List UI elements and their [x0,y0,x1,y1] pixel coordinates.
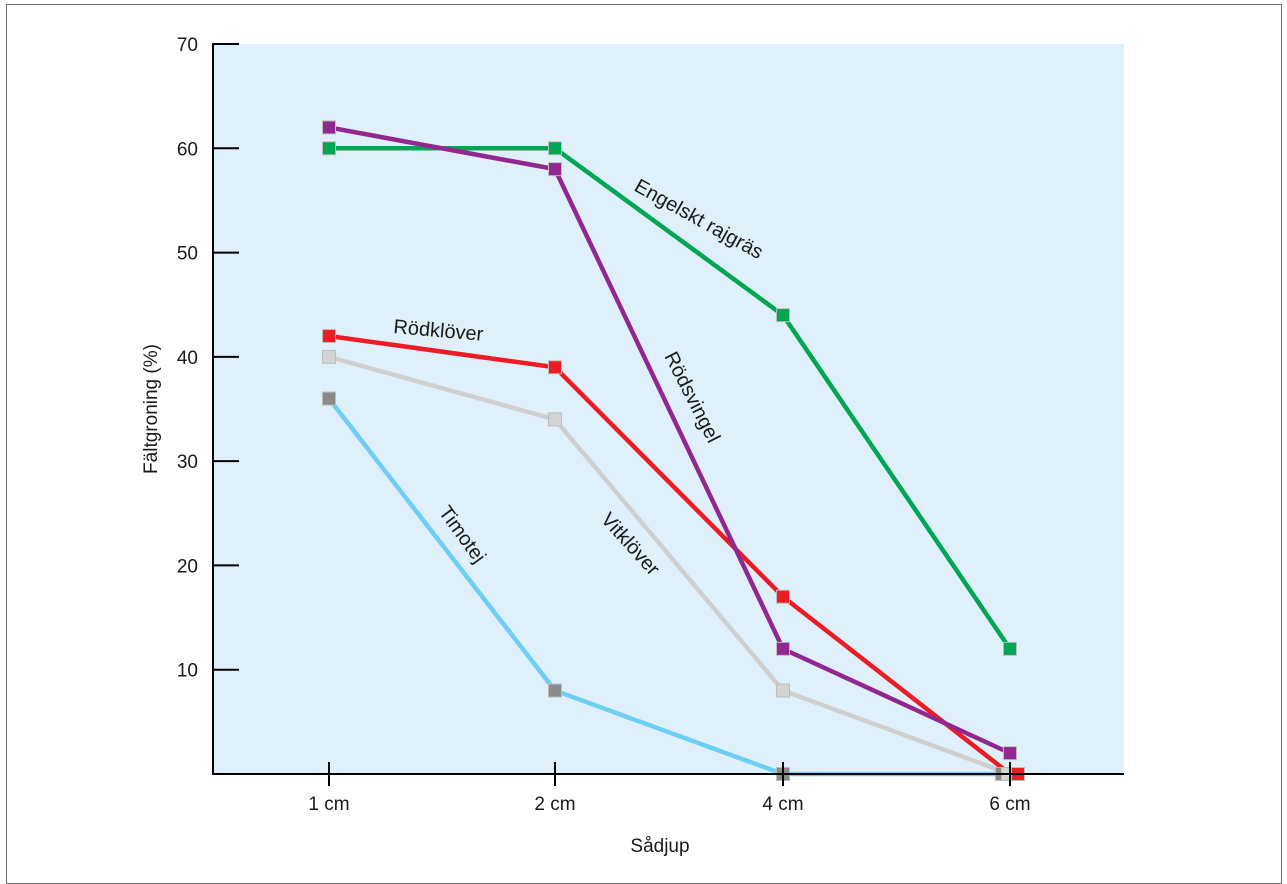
y-tick-label: 60 [177,139,198,160]
x-tick-label: 2 cm [534,794,575,815]
x-tick-label: 4 cm [762,794,803,815]
data-point-engelskt-rajgras [1003,641,1017,656]
series-line-rodsvingel [328,125,1011,756]
series-markers [322,120,1025,781]
y-tick-label: 40 [177,348,198,369]
data-point-rodsvingel [322,120,336,135]
y-tick-label: 70 [177,35,198,56]
data-point-rodklover [776,589,790,604]
data-point-vitklover [548,412,562,427]
data-point-vitklover [322,349,336,364]
y-tick-label: 10 [177,661,198,682]
y-tick-label: 50 [177,244,198,265]
x-tick-label: 6 cm [989,794,1030,815]
data-point-rodklover [548,360,562,375]
data-point-timotej [548,683,562,698]
data-point-rodsvingel [1003,746,1017,761]
series-line-rodklover [328,333,1012,776]
axes [212,44,1124,775]
y-tick-label: 20 [177,556,198,577]
data-point-rodklover [322,329,336,343]
data-point-vitklover [776,683,790,698]
data-point-rodsvingel [548,162,562,177]
x-tick-label: 1 cm [308,794,349,815]
data-point-engelskt-rajgras [548,141,562,156]
x-axis-title: Sådjup [630,836,689,857]
series-line-vitklover [328,354,1011,777]
data-point-rodsvingel [776,641,790,656]
y-tick-label: 30 [177,452,198,473]
data-point-engelskt-rajgras [776,308,790,323]
y-axis-title: Fältgroning (%) [141,344,162,474]
data-point-timotej [322,391,336,406]
data-point-engelskt-rajgras [322,141,336,156]
ticks: 10 20 30 40 50 60 70 1 cm 2 cm 4 cm 6 cm [177,35,1031,815]
